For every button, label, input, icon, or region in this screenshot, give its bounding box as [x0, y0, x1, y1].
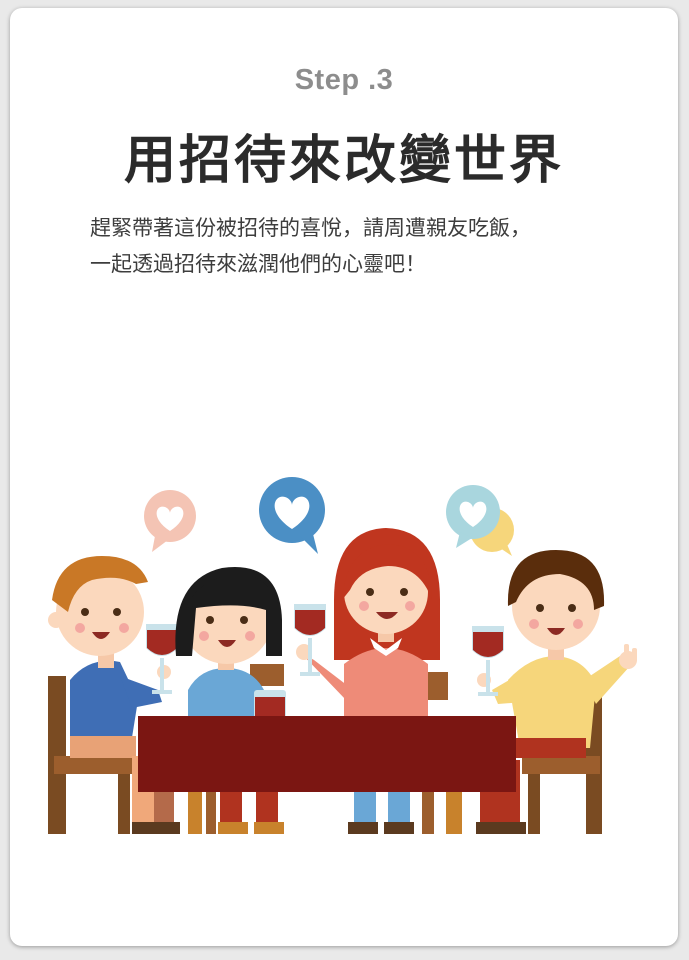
person-blue-sweater [48, 556, 180, 834]
wine-glass [472, 626, 504, 696]
wine-glass [294, 604, 326, 676]
dining-table [138, 716, 516, 792]
dinner-illustration [48, 477, 637, 834]
onboarding-card: Step .3 用招待來改變世界 趕緊帶著這份被招待的喜悅，請周遭親友吃飯， 一… [10, 8, 678, 946]
wine-glass [146, 624, 178, 694]
page-title: 用招待來改變世界 [123, 131, 564, 191]
step-label: Step .3 [294, 64, 394, 96]
description-line-1: 趕緊帶著這份被招待的喜悅，請周遭親友吃飯， [90, 216, 531, 240]
chair-mid-left [188, 664, 284, 834]
person-yellow-sweater [476, 550, 637, 834]
heart-bubble-icon [144, 490, 196, 552]
description-line-2: 一起透過招待來滋潤他們的心靈吧！ [90, 252, 426, 276]
person-pink-sweater [296, 528, 440, 834]
chair-left [48, 676, 136, 834]
person-light-blue-shirt [175, 567, 284, 834]
heart-bubble-icon [259, 477, 325, 554]
description: 趕緊帶著這份被招待的喜悅，請周遭親友吃飯， 一起透過招待來滋潤他們的心靈吧！ [90, 210, 630, 282]
heart-bubble-icon [446, 485, 514, 556]
wine-glass [254, 690, 286, 718]
